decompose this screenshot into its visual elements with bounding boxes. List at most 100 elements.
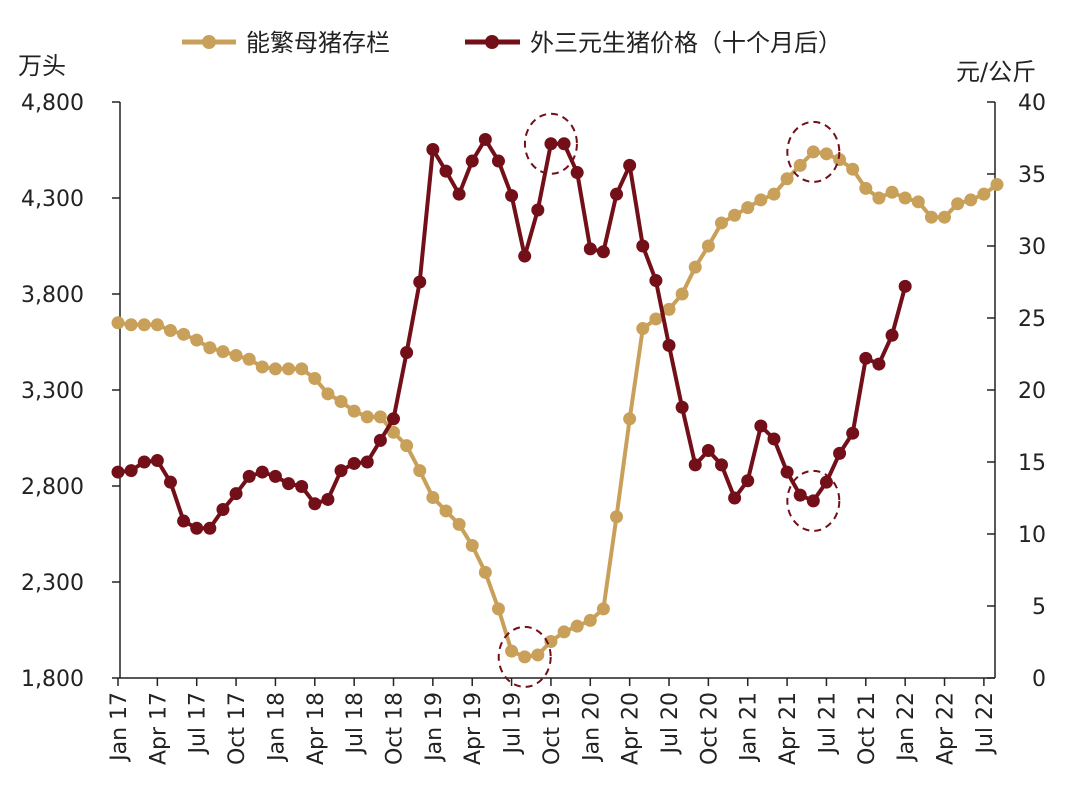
left-tick-label: 3,300 (21, 379, 84, 404)
legend-item-price: 外三元生猪价格（十个月后） (465, 29, 842, 57)
data-point (124, 464, 138, 478)
legend-item-sows: 能繁母猪存栏 (182, 29, 390, 57)
data-point (623, 412, 637, 426)
data-point (478, 132, 492, 146)
data-point (150, 454, 164, 468)
left-tick-label: 4,300 (21, 187, 84, 212)
data-point (426, 491, 440, 505)
data-point (531, 648, 545, 662)
data-point (321, 387, 335, 401)
data-point (649, 274, 663, 288)
x-tick-label: Apr 19 (461, 692, 486, 765)
x-tick-label: Jul 22 (973, 692, 998, 756)
data-point (938, 210, 952, 224)
data-point (911, 195, 925, 209)
x-tick-label: Jan 19 (422, 692, 447, 763)
data-point (780, 172, 794, 186)
x-tick-label: Apr 18 (304, 692, 329, 765)
data-point (190, 333, 204, 347)
right-tick-label: 25 (1018, 307, 1046, 332)
data-point (951, 197, 965, 211)
x-tick-label: Jan 18 (264, 692, 289, 763)
x-tick-label: Jan 20 (579, 692, 604, 763)
data-point (714, 216, 728, 230)
data-point (478, 565, 492, 579)
data-point (282, 477, 296, 491)
data-point (557, 137, 571, 151)
data-point (675, 287, 689, 301)
right-tick-label: 5 (1032, 595, 1046, 620)
data-point (137, 455, 151, 469)
left-tick-label: 4,800 (21, 91, 84, 116)
data-point (754, 419, 768, 433)
data-point (268, 362, 282, 376)
data-point (741, 474, 755, 488)
data-point (570, 166, 584, 180)
data-point (898, 191, 912, 205)
data-point (229, 348, 243, 362)
x-tick-label: Oct 18 (383, 692, 408, 765)
data-point (505, 644, 519, 658)
data-point (177, 327, 191, 341)
data-point (518, 249, 532, 263)
data-point (833, 446, 847, 460)
series-line (117, 149, 999, 659)
data-point (203, 521, 217, 535)
data-point (872, 191, 886, 205)
data-point (373, 410, 387, 424)
x-axis-ticks: Jan 17 Apr 17 Jul 17 Oct 17 Jan 18 Apr 18 Jul … (107, 678, 998, 765)
data-point (885, 328, 899, 342)
x-tick-label: Oct 19 (540, 692, 565, 765)
data-point (255, 360, 269, 374)
x-tick-label: Oct 17 (225, 692, 250, 765)
highlight-circle (523, 112, 578, 175)
data-point (767, 432, 781, 446)
data-point (216, 345, 230, 359)
data-point (701, 239, 715, 253)
data-point (242, 352, 256, 366)
data-point (859, 351, 873, 365)
data-point (150, 318, 164, 332)
legend-marker-sows (202, 35, 216, 49)
data-point (347, 404, 361, 418)
data-point (137, 318, 151, 332)
data-point (767, 187, 781, 201)
data-point (688, 260, 702, 274)
right-tick-label: 35 (1018, 163, 1046, 188)
data-point (596, 245, 610, 259)
x-tick-label: Jul 17 (186, 692, 211, 756)
data-point (688, 458, 702, 472)
data-point (400, 346, 414, 360)
data-point (163, 475, 177, 489)
x-tick-label: Jul 20 (658, 692, 683, 756)
data-point (347, 456, 361, 470)
data-point (701, 443, 715, 457)
data-point (465, 539, 479, 553)
x-tick-label: Apr 17 (146, 692, 171, 765)
data-point (793, 488, 807, 502)
data-point (282, 362, 296, 376)
data-point (583, 613, 597, 627)
series-price (111, 132, 912, 535)
x-tick-label: Oct 21 (855, 692, 880, 765)
data-point (387, 425, 401, 439)
data-point (216, 503, 230, 517)
data-point (583, 242, 597, 256)
data-point (321, 492, 335, 506)
highlight-circle (786, 120, 841, 183)
right-axis-ticks: 0 5 10 15 20 25 30 35 40 (987, 91, 1046, 692)
data-point (741, 201, 755, 215)
left-tick-label: 1,800 (21, 667, 84, 692)
data-point (610, 510, 624, 524)
data-point (268, 469, 282, 483)
data-point (360, 455, 374, 469)
data-point (924, 210, 938, 224)
data-point (872, 357, 886, 371)
data-point (728, 491, 742, 505)
data-point (990, 178, 1004, 192)
data-point (124, 318, 138, 332)
data-point (491, 602, 505, 616)
right-tick-label: 20 (1018, 379, 1046, 404)
right-tick-label: 15 (1018, 451, 1046, 476)
